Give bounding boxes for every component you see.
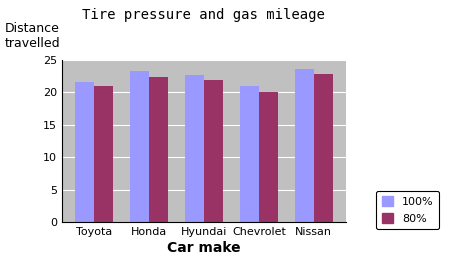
Bar bbox=[239, 86, 259, 222]
Legend: 100%, 80%: 100%, 80% bbox=[376, 191, 439, 229]
Text: Distance
travelled: Distance travelled bbox=[5, 22, 60, 50]
Bar bbox=[184, 75, 204, 222]
Bar bbox=[74, 82, 94, 222]
Bar bbox=[294, 69, 314, 222]
Text: Car make: Car make bbox=[167, 241, 241, 255]
Text: Tire pressure and gas mileage: Tire pressure and gas mileage bbox=[82, 8, 325, 22]
Bar bbox=[129, 71, 149, 222]
Bar bbox=[94, 86, 113, 222]
Bar bbox=[259, 92, 278, 222]
Bar bbox=[204, 80, 223, 222]
Bar bbox=[149, 77, 168, 222]
Bar bbox=[314, 74, 333, 222]
